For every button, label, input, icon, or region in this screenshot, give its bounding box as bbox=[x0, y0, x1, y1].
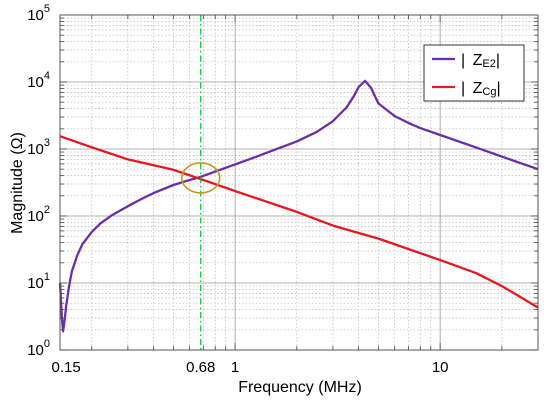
legend-box bbox=[423, 44, 525, 102]
x-tick-label: 10 bbox=[432, 359, 449, 376]
series-layer bbox=[58, 79, 539, 333]
y-tick-label: 104 bbox=[27, 70, 50, 91]
crossing-circle bbox=[180, 162, 221, 194]
y-tick-label: 105 bbox=[27, 3, 50, 24]
x-axis-label: Frequency (MHz) bbox=[238, 379, 362, 396]
y-tick-label: 101 bbox=[27, 271, 50, 292]
marker-layer bbox=[180, 15, 221, 350]
y-tick-exponent: 4 bbox=[44, 70, 50, 82]
y-tick-label: 102 bbox=[27, 204, 50, 225]
y-tick-base: 10 bbox=[27, 275, 44, 292]
y-tick-exponent: 3 bbox=[44, 137, 50, 149]
y-tick-label: 100 bbox=[27, 338, 50, 359]
legend-ze2-main: Z bbox=[473, 52, 483, 69]
y-tick-exponent: 0 bbox=[44, 338, 50, 350]
legend-ze2-sub: E2 bbox=[482, 58, 495, 70]
y-tick-exponent: 5 bbox=[44, 3, 50, 15]
y-tick-base: 10 bbox=[27, 74, 44, 91]
y-tick-base: 10 bbox=[27, 141, 44, 158]
y-tick-exponent: 1 bbox=[44, 271, 50, 283]
series-line-zcg bbox=[59, 135, 539, 309]
plot-frame bbox=[59, 14, 539, 351]
x-tick-label: 0.15 bbox=[52, 359, 81, 376]
y-tick-base: 10 bbox=[27, 342, 44, 359]
legend: | ZE2| | ZCg| bbox=[423, 44, 525, 102]
x-tick-label: 1 bbox=[231, 359, 239, 376]
marker-label-068: 0.68 bbox=[186, 359, 215, 376]
y-tick-exponent: 2 bbox=[44, 204, 50, 216]
y-tick-base: 10 bbox=[27, 208, 44, 225]
y-tick-base: 10 bbox=[27, 7, 44, 24]
legend-zcg-main: Z bbox=[473, 80, 483, 97]
y-tick-label: 103 bbox=[27, 137, 50, 158]
ticks-layer bbox=[60, 15, 538, 351]
legend-zcg-sub: Cg bbox=[482, 86, 496, 98]
series-line-ze2 bbox=[58, 79, 539, 333]
legend-ze2-bar: | bbox=[496, 52, 500, 69]
y-axis-label: Magnitude (Ω) bbox=[9, 132, 26, 234]
legend-zcg-bar: | bbox=[496, 80, 500, 97]
minor-grid bbox=[60, 15, 538, 350]
x-tick-labels: 0.15 1 10 0.68 bbox=[52, 359, 449, 376]
